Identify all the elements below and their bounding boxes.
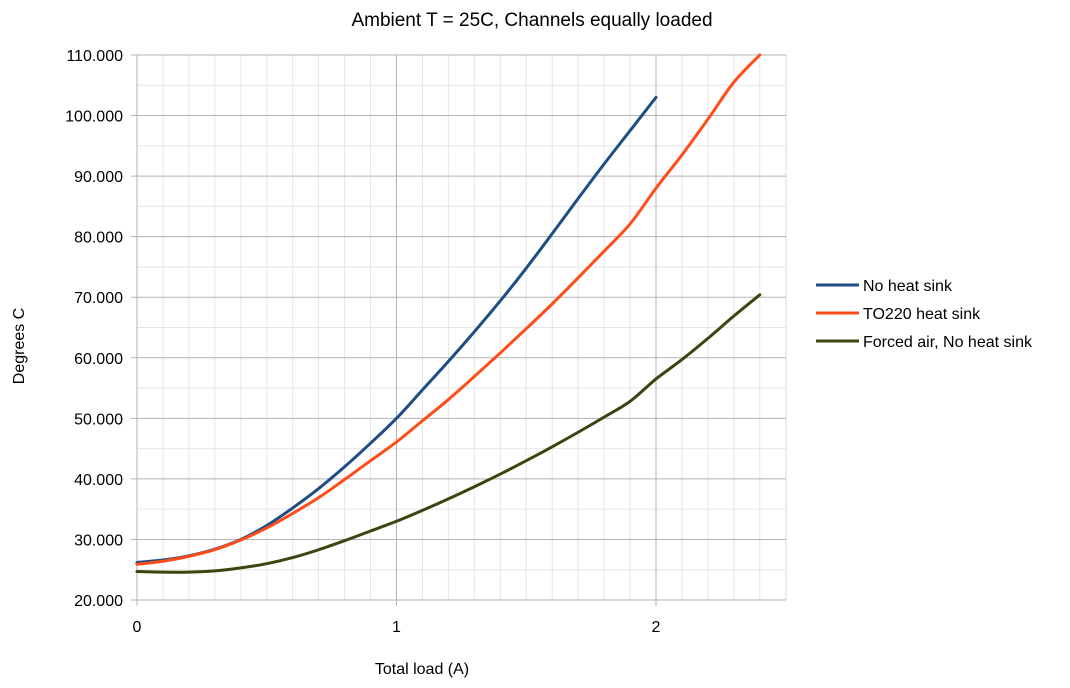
y-tick-label: 70.000 <box>74 290 123 307</box>
x-tick-label: 0 <box>133 619 142 636</box>
x-tick-label: 1 <box>392 619 401 636</box>
y-tick-label: 30.000 <box>74 532 123 549</box>
tick-labels: 20.000 30.000 40.000 50.000 60.000 70.000 80.0… <box>65 48 660 636</box>
y-tick-label: 60.000 <box>74 351 123 368</box>
legend: No heat sink TO220 heat sink Forced air, N… <box>816 278 1033 351</box>
y-tick-label: 20.000 <box>74 593 123 610</box>
legend-label-no-heat-sink: No heat sink <box>863 278 953 295</box>
y-tick-label: 50.000 <box>74 411 123 428</box>
y-tick-label: 80.000 <box>74 230 123 247</box>
x-tick-label: 2 <box>652 619 661 636</box>
series-line-to220-heat-sink <box>135 53 762 566</box>
x-axis-label: Total load (A) <box>375 661 469 678</box>
y-tick-label: 100.000 <box>65 109 123 126</box>
y-axis-label: Degrees C <box>11 308 28 384</box>
legend-label-forced-air-no-heat-sink: Forced air, No heat sink <box>863 334 1033 351</box>
y-tick-label: 110.000 <box>66 48 123 65</box>
axes <box>136 55 786 601</box>
y-tick-label: 40.000 <box>74 472 123 489</box>
y-tick-label: 90.000 <box>74 169 123 186</box>
chart-title: Ambient T = 25C, Channels equally loaded <box>351 10 712 31</box>
legend-label-to220-heat-sink: TO220 heat sink <box>863 306 981 323</box>
series-line-forced-air-no-heat-sink <box>135 293 762 574</box>
minor-gridlines <box>137 55 787 600</box>
series-lines <box>135 53 762 574</box>
